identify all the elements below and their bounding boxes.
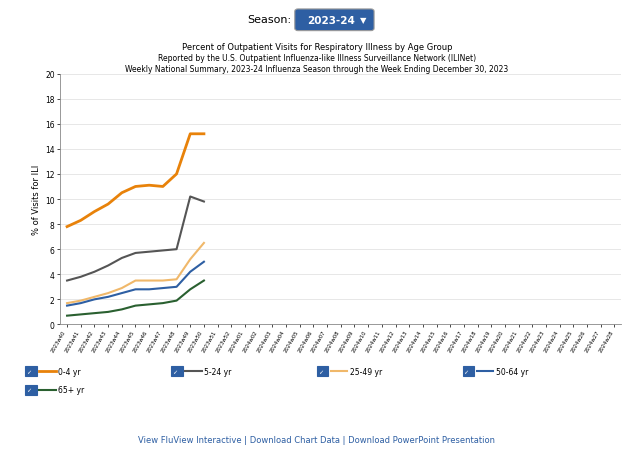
Text: Weekly National Summary, 2023-24 Influenza Season through the Week Ending Decemb: Weekly National Summary, 2023-24 Influen… — [126, 64, 508, 74]
Y-axis label: % of Visits for ILI: % of Visits for ILI — [32, 165, 41, 235]
FancyBboxPatch shape — [295, 10, 374, 32]
Text: ✓: ✓ — [26, 387, 31, 392]
Bar — [317, 367, 328, 377]
Text: 2023-24: 2023-24 — [307, 16, 356, 26]
Bar — [25, 367, 37, 377]
Text: ✓: ✓ — [318, 369, 323, 374]
Text: 25-49 yr: 25-49 yr — [350, 367, 382, 376]
Text: ✓: ✓ — [463, 369, 469, 374]
Text: ✓: ✓ — [172, 369, 177, 374]
Text: 0-4 yr: 0-4 yr — [58, 367, 81, 376]
Text: Percent of Outpatient Visits for Respiratory Illness by Age Group: Percent of Outpatient Visits for Respira… — [182, 43, 452, 52]
Text: ✓: ✓ — [26, 369, 31, 374]
Text: Season:: Season: — [247, 15, 292, 25]
Text: 50-64 yr: 50-64 yr — [496, 367, 528, 376]
Bar — [25, 385, 37, 395]
Text: 65+ yr: 65+ yr — [58, 385, 84, 394]
Text: Reported by the U.S. Outpatient Influenza-like Illness Surveillance Network (ILI: Reported by the U.S. Outpatient Influenz… — [158, 54, 476, 63]
Text: View FluView Interactive | Download Chart Data | Download PowerPoint Presentatio: View FluView Interactive | Download Char… — [138, 435, 496, 444]
Bar — [171, 367, 183, 377]
Text: ▼: ▼ — [360, 16, 366, 25]
Bar — [463, 367, 474, 377]
Text: 5-24 yr: 5-24 yr — [204, 367, 231, 376]
